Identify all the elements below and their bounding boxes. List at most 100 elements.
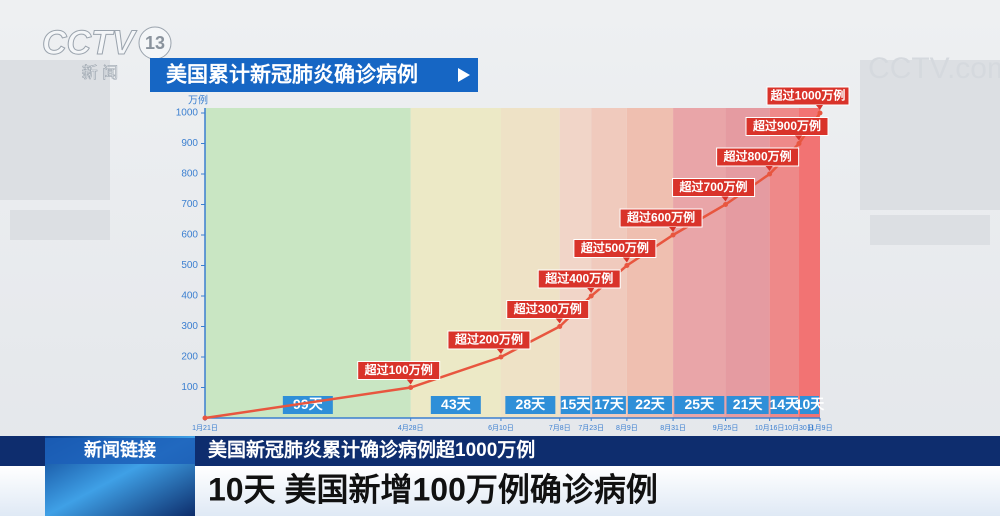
- x-tick-label: 6月10日: [488, 424, 514, 432]
- interval-box: [592, 396, 626, 414]
- value-label: 超过500万例: [580, 240, 649, 255]
- value-label-pointer: [555, 318, 563, 324]
- y-tick-label: 900: [181, 138, 198, 149]
- interval-label: 28天: [516, 396, 547, 412]
- value-label: 超过1000万例: [770, 88, 846, 103]
- x-tick-label: 11月9日: [807, 424, 832, 432]
- interval-label: 21天: [733, 396, 764, 412]
- data-point: [408, 385, 414, 390]
- tag-box: [45, 438, 195, 464]
- y-tick-label: 500: [181, 260, 198, 271]
- ticker-headline: 美国新冠肺炎累计确诊病例超1000万例: [208, 438, 535, 461]
- interval-label: 14天: [770, 396, 801, 412]
- value-label: 超过600万例: [626, 210, 695, 225]
- value-label-pointer: [496, 349, 504, 354]
- value-label-pointer: [721, 196, 729, 202]
- y-unit: 万例: [188, 94, 208, 107]
- y-tick-label: 600: [181, 230, 198, 241]
- y-tick-label: 800: [181, 169, 198, 180]
- value-label-pointer: [587, 288, 595, 293]
- value-label-box: [716, 147, 800, 167]
- interval-label: 22天: [635, 396, 666, 412]
- interval-label: 17天: [594, 396, 625, 412]
- ticker-tag: 新闻链接: [84, 439, 156, 460]
- data-point: [796, 141, 802, 146]
- value-label-box: [447, 330, 531, 350]
- data-point: [723, 202, 729, 207]
- interval-label: 99天: [293, 396, 324, 412]
- interval-label: 25天: [685, 396, 716, 412]
- data-point: [624, 263, 630, 268]
- value-label-box: [537, 269, 621, 289]
- interval-box: [430, 396, 481, 414]
- interval-box: [770, 396, 799, 414]
- value-label-pointer: [669, 227, 677, 232]
- value-label: 超过300万例: [513, 301, 582, 316]
- interval-box: [800, 396, 819, 414]
- value-label: 超过200万例: [454, 332, 523, 347]
- interval-box: [627, 396, 673, 414]
- interval-label: 10天: [795, 396, 826, 412]
- data-point: [767, 171, 773, 177]
- value-label-pointer: [816, 105, 823, 110]
- y-tick-label: 300: [181, 321, 198, 332]
- logo-label: 新 闻: [82, 64, 118, 82]
- y-tick-label: 1000: [176, 108, 199, 119]
- interval-box: [505, 396, 556, 414]
- value-label-box: [672, 178, 756, 197]
- x-tick-label: 9月25日: [713, 424, 739, 432]
- value-label-pointer: [795, 135, 803, 141]
- interval-band: [626, 108, 674, 418]
- interval-band: [559, 108, 592, 418]
- data-point: [670, 232, 676, 238]
- interval-box: [560, 396, 591, 414]
- value-label-box: [745, 117, 829, 136]
- y-tick-label: 700: [181, 199, 198, 210]
- data-point: [498, 354, 504, 360]
- value-label-pointer: [622, 257, 630, 263]
- value-label: 超过100万例: [364, 362, 433, 377]
- title-arrow: [458, 68, 470, 82]
- chart-title: 美国累计新冠肺炎确诊病例: [166, 63, 418, 87]
- watermark: CCTV.com: [868, 52, 1000, 85]
- interval-label: 43天: [441, 396, 472, 412]
- value-label-pointer: [765, 166, 773, 171]
- value-label: 超过700万例: [679, 179, 748, 194]
- data-point: [588, 293, 594, 299]
- x-tick-label: 8月9日: [616, 424, 638, 432]
- x-tick-label: 4月28日: [398, 424, 424, 432]
- interval-band: [500, 108, 560, 418]
- logo-name: CCTV: [42, 24, 138, 62]
- data-point: [557, 324, 563, 329]
- value-label-box: [573, 239, 657, 258]
- interval-box: [674, 396, 725, 414]
- value-label: 超过400万例: [544, 271, 613, 286]
- ticker-main: 10天 美国新增100万例确诊病例: [208, 471, 658, 507]
- value-label-pointer: [406, 379, 414, 385]
- value-label-box: [357, 361, 441, 380]
- value-label: 超过900万例: [752, 118, 821, 133]
- value-label-box: [766, 86, 850, 106]
- x-tick-label: 10月30日: [784, 424, 814, 432]
- y-tick-label: 100: [181, 382, 198, 393]
- x-tick-label: 1月21日: [192, 424, 218, 432]
- interval-band: [591, 108, 627, 418]
- interval-label: 15天: [561, 396, 592, 412]
- y-tick-label: 200: [181, 352, 198, 363]
- title-bar: [150, 58, 478, 92]
- logo-number: 13: [145, 33, 165, 53]
- data-point: [202, 415, 208, 421]
- interval-box: [726, 396, 769, 414]
- value-label-box: [619, 208, 703, 228]
- value-label-box: [506, 300, 590, 319]
- y-tick-label: 400: [181, 291, 198, 302]
- x-tick-label: 7月23日: [578, 424, 604, 432]
- interval-band: [799, 108, 820, 418]
- data-point: [817, 110, 823, 116]
- x-tick-label: 7月8日: [549, 424, 571, 432]
- x-tick-label: 10月16日: [755, 424, 785, 432]
- value-label: 超过800万例: [723, 149, 792, 164]
